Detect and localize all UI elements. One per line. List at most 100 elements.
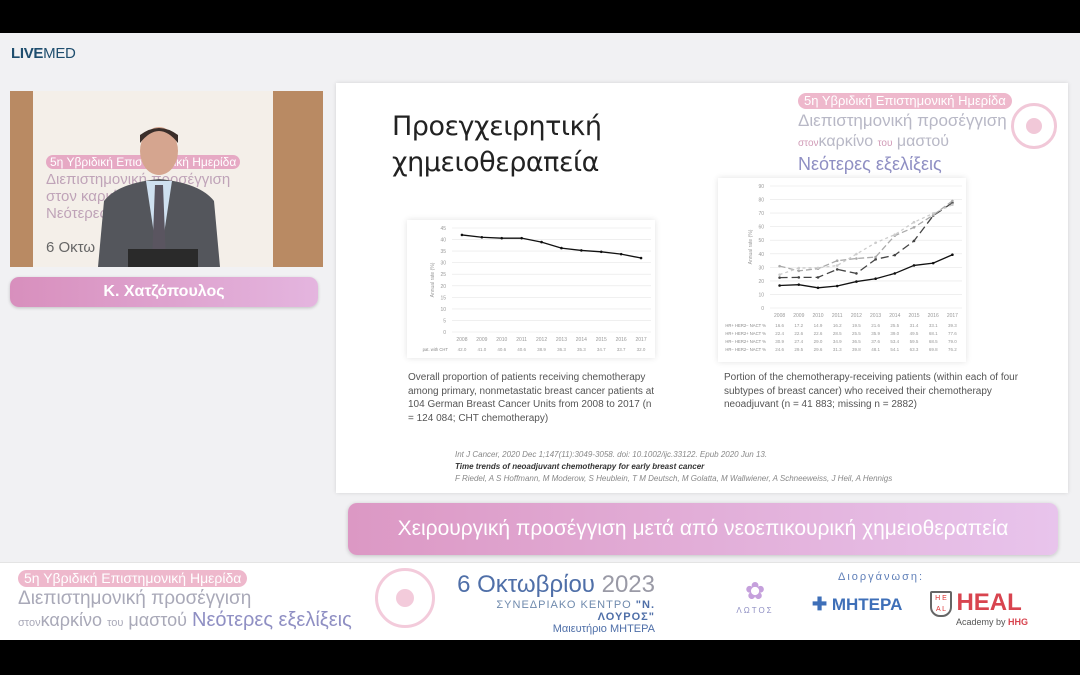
table-value: 22.6	[794, 331, 803, 336]
x-tick-label: 2009	[476, 337, 487, 343]
data-point	[520, 236, 523, 240]
data-point	[778, 284, 781, 287]
x-tick-label: 2016	[928, 313, 939, 319]
x-tick-label: 2014	[576, 337, 587, 343]
y-tick-label: 5	[443, 318, 446, 324]
data-point	[874, 241, 877, 245]
table-value: 31.3	[833, 347, 842, 352]
table-value: 34.9	[833, 339, 842, 344]
table-value: 48.1	[871, 347, 880, 352]
banner-title: 5η Υβριδική Επιστημονική Ημερίδα Διεπιστ…	[18, 570, 352, 631]
table-value: 29.5	[794, 347, 803, 352]
legend-label: HR+ HER2+ NACT %	[822, 361, 863, 362]
session-topic: Χειρουργική προσέγγιση μετά από νεοεπικο…	[348, 503, 1058, 555]
x-tick-label: 2013	[556, 337, 567, 343]
x-tick-label: 2010	[496, 337, 507, 343]
table-value: 16.6	[775, 323, 784, 328]
chart2-caption: Portion of the chemotherapy-receiving pa…	[724, 372, 1019, 410]
data-point	[816, 266, 820, 270]
data-point	[560, 246, 563, 250]
data-point	[893, 272, 897, 275]
data-point	[797, 266, 801, 270]
table-value: 25.5	[890, 323, 899, 328]
y-axis-label: Annual rate (%)	[430, 262, 436, 297]
legend-label: HR+ HER2− NACT %	[764, 361, 805, 362]
x-tick-label: 2010	[812, 313, 823, 319]
chart-neoadjuvant-subtypes: 0 10 20 30 40 50 60 70 80 90 Annual rate (%) 2008 20…	[718, 178, 966, 362]
data-point	[931, 212, 935, 215]
data-point	[835, 259, 839, 262]
stream-viewport: LIVEMED 5η Υβριδική Επιστημονική Ημερίδα…	[0, 33, 1080, 640]
event-emblem	[375, 568, 435, 628]
table-value: 59.5	[910, 339, 919, 344]
table-value: 35.9	[871, 331, 880, 336]
table-value: 30.9	[775, 339, 784, 344]
table-value: 39.3	[948, 323, 957, 328]
data-point	[912, 264, 916, 267]
y-tick-label: 20	[440, 284, 446, 290]
lotus-icon: ✿	[744, 578, 766, 605]
x-tick-label: 2013	[870, 313, 881, 319]
slide-event-brand: 5η Υβριδική Επιστημονική Ημερίδα Διεπιστ…	[798, 91, 1058, 176]
y-tick-label: 0	[443, 330, 446, 336]
y-tick-label: 10	[758, 292, 764, 298]
y-tick-label: 35	[440, 249, 446, 255]
data-point	[951, 253, 954, 257]
livemed-logo[interactable]: LIVEMED	[11, 45, 76, 62]
data-point	[951, 199, 954, 203]
x-tick-label: 2009	[793, 313, 804, 319]
data-point	[835, 284, 839, 288]
chart-chemotherapy-rate: 0 5 10 15 20 25 30 35 40 45 Annual rate (%) 2008 200…	[407, 220, 655, 358]
data-point	[893, 233, 897, 236]
data-point	[931, 261, 935, 265]
data-point	[855, 280, 858, 283]
x-tick-label: 2011	[516, 337, 527, 343]
citation: Int J Cancer, 2020 Dec 1;147(11):3049-30…	[455, 450, 893, 483]
data-point	[912, 226, 916, 229]
y-tick-label: 80	[758, 198, 764, 204]
series-line	[779, 202, 953, 279]
x-tick-label: 2017	[635, 337, 646, 343]
table-value: 39.8	[852, 347, 861, 352]
data-point	[619, 252, 623, 256]
y-tick-label: 30	[440, 261, 446, 267]
slide-title: Προεγχειρητική χημειοθεραπεία	[392, 111, 602, 178]
x-tick-label: 2017	[947, 313, 958, 319]
data-point	[855, 257, 858, 260]
data-point	[797, 269, 801, 273]
data-point	[893, 253, 897, 257]
table-value: 54.1	[890, 347, 899, 352]
table-value: 14.9	[814, 323, 823, 328]
table-series-label: HR+ HER2+ NACT %	[725, 331, 766, 336]
mitera-cross-icon: ✚	[812, 594, 828, 614]
table-value: 33.7	[617, 347, 626, 352]
y-tick-label: 30	[758, 265, 764, 271]
data-point	[797, 283, 801, 286]
y-tick-label: 0	[761, 306, 764, 312]
table-value: 40.6	[517, 347, 526, 352]
data-point	[540, 240, 543, 244]
table-value: 36.5	[852, 339, 861, 344]
data-point	[835, 268, 839, 271]
event-emblem	[1011, 103, 1057, 149]
x-tick-label: 2014	[889, 313, 900, 319]
table-series-label: HR− HER2+ NACT %	[725, 339, 766, 344]
table-value: 76.2	[948, 347, 957, 352]
y-tick-label: 10	[440, 307, 446, 313]
chart1-caption: Overall proportion of patients receiving…	[408, 372, 655, 424]
data-point	[855, 272, 858, 275]
series-line	[779, 200, 953, 272]
table-value: 68.1	[929, 331, 938, 336]
x-tick-label: 2015	[908, 313, 919, 319]
data-point	[874, 258, 877, 261]
table-value: 25.5	[852, 331, 861, 336]
series-line	[779, 254, 953, 289]
table-value: 53.4	[890, 339, 899, 344]
table-value: 79.0	[948, 339, 957, 344]
y-tick-label: 40	[440, 238, 446, 244]
speaker-video[interactable]: 5η Υβριδική Επιστημονική Ημερίδα Διεπιστ…	[10, 91, 323, 267]
y-tick-label: 70	[758, 211, 764, 217]
table-value: 32.0	[637, 347, 646, 352]
data-point	[639, 256, 643, 260]
